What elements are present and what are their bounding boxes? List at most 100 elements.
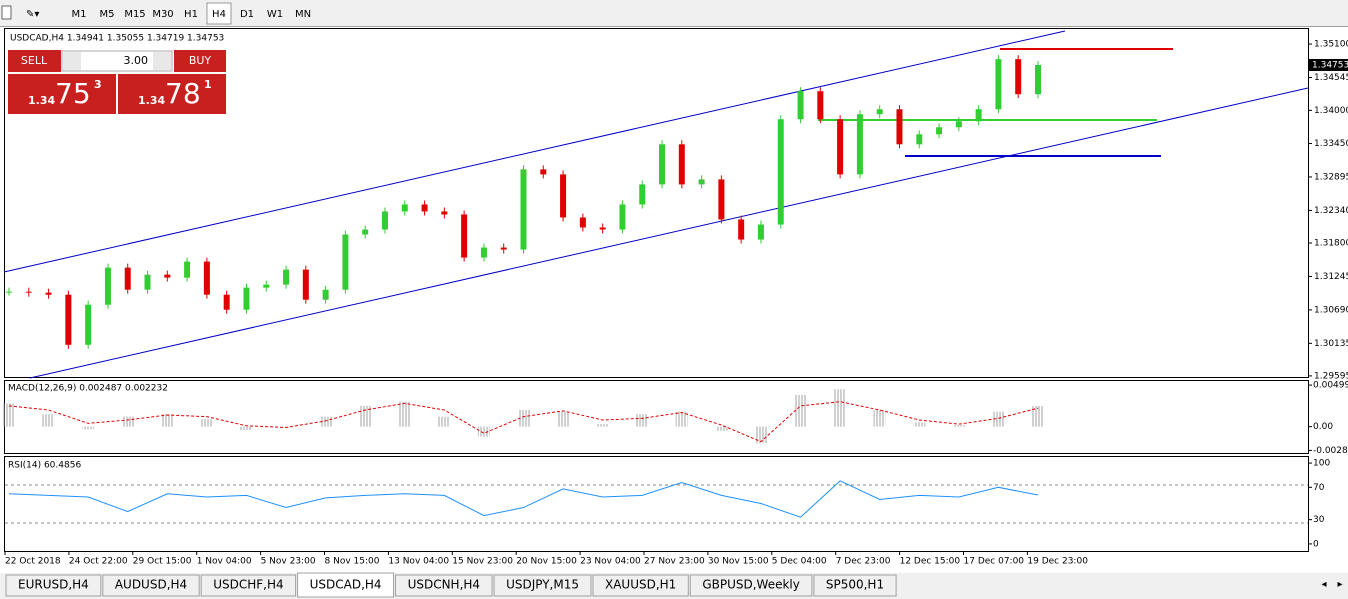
time-label: 1 Nov 04:00	[197, 557, 252, 567]
candle-body	[599, 227, 606, 230]
timeframe-button[interactable]: M1	[72, 9, 87, 20]
tab[interactable]	[102, 574, 200, 597]
chart-header: USDCAD,H4 1.34941 1.35055 1.34719 1.3475…	[10, 34, 224, 44]
macd-bar	[1032, 405, 1044, 427]
tab[interactable]	[493, 574, 592, 597]
sell-label[interactable]: SELL	[21, 54, 48, 67]
tab-label[interactable]: USDCAD,H4	[310, 578, 382, 592]
price-tick-label: 1.34545	[1314, 73, 1348, 83]
volume-up[interactable]	[153, 52, 171, 70]
macd-bar	[834, 389, 847, 427]
rsi-line	[8, 480, 1039, 518]
tab[interactable]	[813, 574, 897, 597]
candle-body	[441, 211, 448, 215]
candle-body	[500, 247, 507, 250]
macd-bar	[596, 424, 609, 427]
price-tick-label: 1.33450	[1314, 139, 1348, 149]
price-tick-label: 1.35100	[1314, 40, 1348, 50]
tool-icon[interactable]: ✎▾	[26, 9, 39, 20]
timeframe-button[interactable]: M15	[124, 9, 145, 20]
candle-body	[381, 211, 388, 230]
macd-bar	[200, 419, 213, 427]
candle-body	[619, 204, 626, 230]
macd-bar	[675, 411, 688, 427]
channel-line	[3, 30, 1066, 273]
sell-price-box[interactable]	[8, 74, 116, 114]
time-label: 5 Dec 04:00	[772, 557, 827, 567]
toolbar	[0, 0, 1348, 27]
candle-body	[480, 247, 487, 258]
macd-bar	[992, 411, 1005, 427]
timeframe-button[interactable]: H1	[184, 9, 198, 20]
big-figure: 1.34	[138, 94, 165, 107]
time-label: 5 Nov 23:00	[261, 557, 316, 567]
timeframe-button[interactable]: M5	[100, 9, 115, 20]
candle-body	[263, 284, 270, 288]
candle-body	[579, 217, 586, 228]
tab-label[interactable]: USDCHF,H4	[213, 578, 283, 592]
tab-label[interactable]: EURUSD,H4	[18, 578, 89, 592]
macd-bar	[42, 414, 55, 427]
candle-body	[144, 274, 151, 290]
rsi-tick-label: 30	[1313, 515, 1325, 525]
tool-icon[interactable]	[1, 5, 12, 20]
tab[interactable]	[592, 574, 689, 597]
buy-label[interactable]: BUY	[189, 54, 212, 67]
big-figure: 1.34	[28, 94, 55, 107]
price-tick-label: 1.29595	[1314, 371, 1348, 381]
candle-body	[302, 269, 309, 300]
timeframe-button[interactable]: W1	[267, 9, 283, 20]
volume-value[interactable]: 3.00	[124, 54, 149, 67]
candle-body	[856, 114, 863, 175]
tab-scroll[interactable]: ◂	[1321, 579, 1326, 590]
timeframe-button[interactable]: MN	[295, 9, 311, 20]
tab-label[interactable]: AUDUSD,H4	[115, 578, 187, 592]
tab-scroll[interactable]: ▸	[1337, 579, 1342, 590]
macd-bar	[636, 414, 649, 427]
candle-body	[955, 121, 962, 128]
macd-label: MACD(12,26,9) 0.002487 0.002232	[8, 384, 168, 394]
candle-body	[421, 204, 428, 212]
time-label: 12 Dec 15:00	[900, 557, 961, 567]
volume-input[interactable]	[61, 50, 173, 72]
buy-price-box[interactable]	[118, 74, 226, 114]
tab[interactable]	[395, 574, 493, 597]
candle-body	[777, 119, 784, 225]
price-tick-label: 1.30690	[1314, 305, 1348, 315]
price-tick-label: 1.32340	[1314, 206, 1348, 216]
timeframe-active	[206, 2, 232, 25]
candle-body	[65, 294, 72, 345]
tab[interactable]	[5, 574, 102, 597]
tab[interactable]	[200, 574, 297, 597]
tab-label[interactable]: XAUUSD,H1	[605, 578, 676, 592]
timeframe-button[interactable]: H4	[212, 9, 226, 20]
tab-active[interactable]	[297, 572, 395, 598]
volume-down[interactable]	[63, 52, 81, 70]
buy-button[interactable]	[174, 50, 226, 72]
candle-body	[25, 291, 32, 293]
time-label: 29 Oct 15:00	[133, 557, 192, 567]
time-label: 8 Nov 15:00	[325, 557, 380, 567]
rsi-tick-label: 70	[1313, 483, 1325, 493]
timeframe-button[interactable]: M30	[152, 9, 173, 20]
price-tick-label: 1.31245	[1314, 272, 1348, 282]
time-label: 15 Nov 23:00	[452, 557, 513, 567]
candle-body	[520, 169, 527, 250]
candle-body	[896, 109, 903, 145]
sell-button[interactable]	[8, 50, 61, 72]
tab-label[interactable]: USDJPY,M15	[506, 578, 579, 592]
candle-body	[995, 59, 1002, 110]
macd-bar	[398, 401, 411, 427]
tab-label[interactable]: GBPUSD,Weekly	[702, 578, 800, 592]
macd-bar	[82, 426, 95, 430]
time-label: 30 Nov 15:00	[708, 557, 769, 567]
candle-body	[1035, 64, 1041, 95]
tab-label[interactable]: USDCNH,H4	[408, 578, 481, 592]
time-label: 13 Nov 04:00	[388, 557, 449, 567]
tab[interactable]	[689, 574, 813, 597]
candle-body	[322, 289, 329, 300]
macd-bar	[557, 411, 570, 427]
tab-label[interactable]: SP500,H1	[826, 578, 884, 592]
macd-panel	[4, 380, 1309, 454]
timeframe-button[interactable]: D1	[240, 9, 254, 20]
